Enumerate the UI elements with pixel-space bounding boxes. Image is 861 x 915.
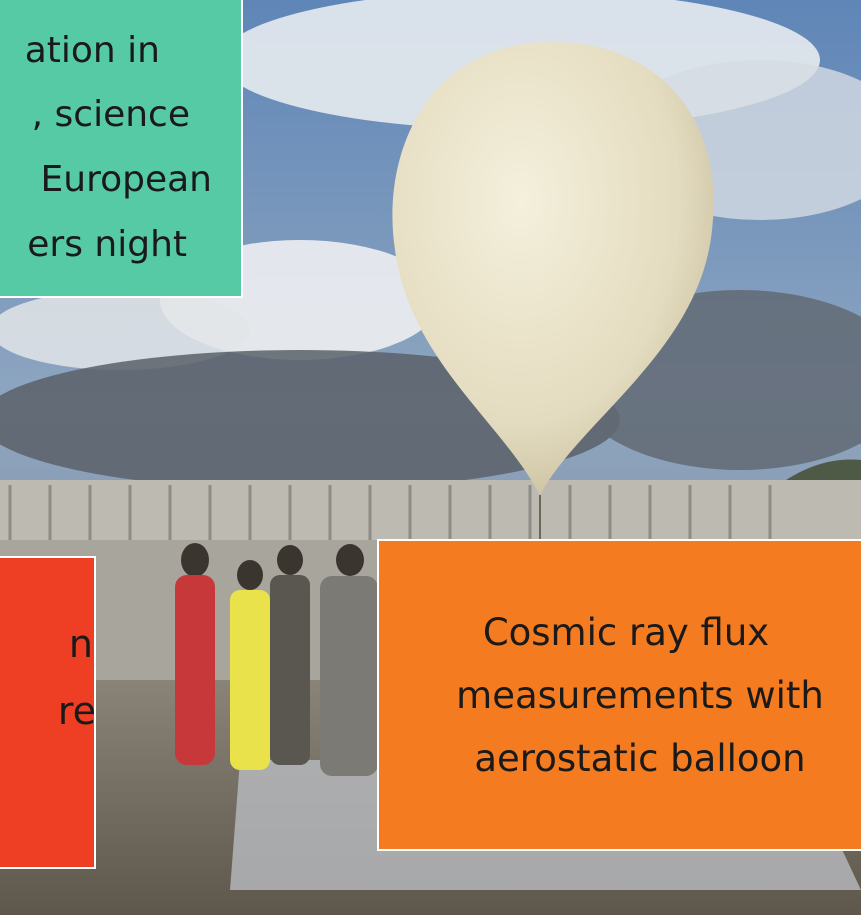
orange-caption: Cosmic ray flux measurements with aerost…	[377, 539, 861, 851]
caption-line: aerostatic balloon	[474, 737, 805, 780]
caption-line: European	[41, 159, 212, 200]
caption-line: ation in	[25, 30, 160, 71]
teal-caption: ation in , science European ers night	[0, 0, 243, 298]
caption-line: re	[58, 689, 96, 733]
caption-line: n	[69, 622, 93, 666]
caption-line: measurements with	[456, 674, 824, 717]
red-caption: n re	[0, 556, 96, 869]
caption-line: Cosmic ray flux	[483, 611, 769, 654]
caption-line: , science	[32, 94, 190, 135]
caption-line: ers night	[27, 224, 187, 265]
